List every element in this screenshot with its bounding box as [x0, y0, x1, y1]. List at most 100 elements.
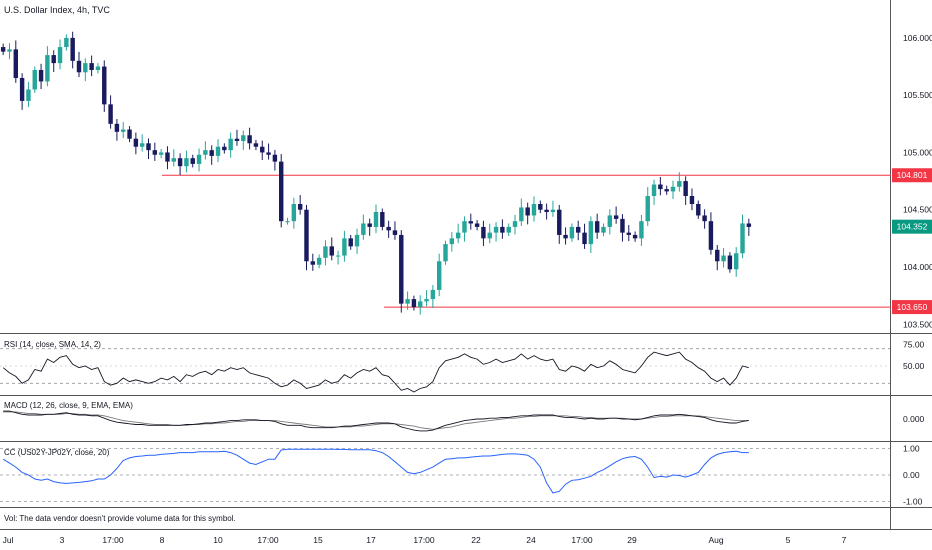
candle[interactable]: [594, 213, 600, 239]
candle[interactable]: [670, 180, 676, 199]
candle[interactable]: [468, 213, 474, 230]
candle[interactable]: [506, 223, 511, 237]
candle[interactable]: [45, 46, 50, 87]
candle[interactable]: [550, 200, 556, 217]
candle[interactable]: [354, 228, 360, 254]
candle[interactable]: [203, 141, 208, 160]
candle[interactable]: [51, 50, 56, 73]
candle[interactable]: [158, 149, 164, 159]
candle[interactable]: [316, 254, 322, 269]
candle[interactable]: [392, 221, 398, 240]
candle[interactable]: [133, 132, 139, 155]
candle[interactable]: [95, 63, 101, 74]
candle[interactable]: [222, 143, 227, 154]
candle[interactable]: [38, 63, 44, 89]
candle[interactable]: [481, 220, 486, 246]
candle[interactable]: [613, 206, 619, 224]
candle[interactable]: [424, 290, 429, 307]
candle[interactable]: [715, 245, 720, 271]
candle[interactable]: [146, 138, 151, 160]
candle[interactable]: [177, 153, 183, 176]
candle[interactable]: [209, 145, 214, 165]
candle[interactable]: [165, 146, 170, 170]
candle[interactable]: [696, 200, 701, 219]
candle[interactable]: [386, 220, 391, 238]
candle[interactable]: [272, 149, 278, 171]
candle[interactable]: [639, 214, 644, 246]
candle[interactable]: [380, 208, 385, 231]
candle[interactable]: [373, 204, 379, 234]
candle[interactable]: [512, 214, 518, 235]
candle[interactable]: [399, 230, 404, 313]
candle[interactable]: [0, 43, 6, 56]
candle[interactable]: [557, 204, 562, 244]
candle[interactable]: [304, 204, 309, 271]
candle[interactable]: [620, 214, 625, 242]
candle[interactable]: [26, 81, 31, 108]
candle[interactable]: [247, 127, 252, 150]
candle[interactable]: [83, 58, 88, 82]
candle[interactable]: [576, 220, 581, 241]
candle[interactable]: [196, 148, 202, 172]
candle[interactable]: [493, 222, 499, 242]
rsi-pane[interactable]: 75.00 50.00: [0, 339, 925, 393]
candle[interactable]: [139, 134, 145, 152]
candle[interactable]: [702, 209, 707, 229]
candle[interactable]: [234, 129, 240, 146]
candle[interactable]: [171, 149, 176, 167]
candle[interactable]: [190, 154, 195, 168]
candle[interactable]: [544, 203, 549, 220]
candle[interactable]: [102, 60, 107, 112]
candle[interactable]: [57, 39, 63, 70]
candle[interactable]: [253, 139, 259, 151]
candle[interactable]: [184, 150, 189, 173]
candle[interactable]: [683, 176, 688, 205]
candle[interactable]: [645, 187, 650, 226]
candle[interactable]: [721, 247, 726, 268]
candle[interactable]: [588, 216, 594, 254]
candle[interactable]: [32, 66, 37, 93]
candle[interactable]: [443, 240, 448, 265]
candle[interactable]: [733, 247, 739, 277]
macd-pane[interactable]: 0.000: [3, 410, 925, 432]
candle[interactable]: [152, 142, 158, 161]
candle[interactable]: [689, 188, 695, 211]
candle[interactable]: [335, 250, 341, 265]
candle[interactable]: [405, 291, 410, 310]
candle[interactable]: [13, 40, 19, 83]
candle[interactable]: [260, 140, 265, 161]
candle[interactable]: [708, 212, 714, 255]
candle[interactable]: [310, 253, 316, 271]
candle[interactable]: [64, 34, 69, 51]
candle[interactable]: [519, 198, 524, 226]
candle[interactable]: [601, 223, 606, 237]
candle[interactable]: [582, 223, 587, 249]
candle[interactable]: [76, 51, 82, 78]
candle[interactable]: [108, 95, 113, 129]
candle[interactable]: [430, 285, 436, 309]
candle[interactable]: [436, 253, 442, 297]
candle[interactable]: [348, 234, 353, 250]
candle[interactable]: [329, 237, 334, 261]
candle[interactable]: [278, 154, 284, 228]
candle[interactable]: [474, 220, 480, 231]
candle[interactable]: [228, 132, 233, 158]
candle[interactable]: [114, 119, 120, 141]
candles[interactable]: [0, 31, 752, 315]
candle[interactable]: [531, 196, 537, 222]
candle[interactable]: [651, 179, 657, 205]
candle[interactable]: [411, 295, 417, 311]
candle[interactable]: [361, 214, 366, 240]
candle[interactable]: [342, 230, 347, 262]
horizontal-levels[interactable]: [162, 174, 891, 308]
candle[interactable]: [455, 223, 461, 244]
candle[interactable]: [323, 240, 328, 266]
candle[interactable]: [367, 218, 372, 236]
cc-pane[interactable]: 1.00 0.00 -1.00: [0, 444, 923, 507]
candle[interactable]: [569, 223, 575, 242]
candle[interactable]: [607, 209, 613, 235]
candle[interactable]: [70, 31, 75, 69]
candle[interactable]: [538, 200, 543, 214]
candle[interactable]: [677, 172, 682, 192]
